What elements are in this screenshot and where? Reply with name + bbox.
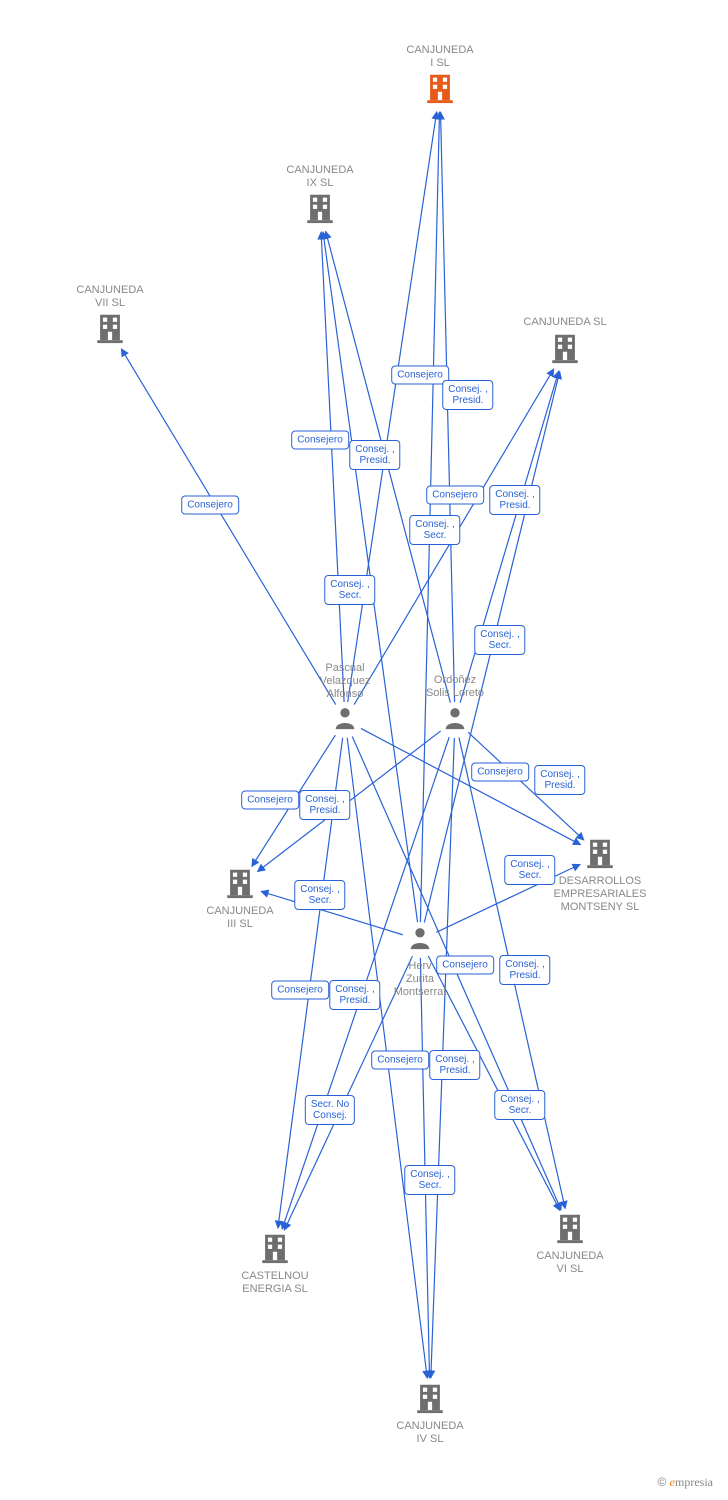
person-icon: [406, 924, 434, 957]
edge-label: Consej. ,Secr.: [494, 1090, 545, 1120]
edge-label: Consej. ,Presid.: [349, 440, 400, 470]
node-label: PascualVelazquezAlfonso: [320, 662, 371, 702]
person-icon: [331, 704, 359, 737]
edge-label: Consejero: [271, 981, 329, 1000]
edge-label: Consej. ,Secr.: [474, 625, 525, 655]
node-label: CANJUNEDAIV SL: [396, 1420, 463, 1446]
edge-label: Consej. ,Secr.: [324, 575, 375, 605]
edge-label: Consejero: [241, 791, 299, 810]
edge-label: Consej. ,Presid.: [489, 485, 540, 515]
edge-label: Consejero: [436, 956, 494, 975]
edge-label: Secr. NoConsej.: [305, 1095, 355, 1125]
node-label: DESARROLLOSEMPRESARIALESMONTSENY SL: [554, 875, 647, 915]
edge: [348, 112, 437, 702]
building-icon: [258, 1231, 292, 1270]
node-label: CANJUNEDAI SL: [406, 44, 473, 70]
building-icon: [413, 1381, 447, 1420]
node-label: CANJUNEDAVII SL: [76, 284, 143, 310]
node-label: CANJUNEDA SL: [523, 316, 606, 329]
building-icon: [553, 1211, 587, 1250]
building-icon: [223, 866, 257, 905]
edge-label: Consej. ,Presid.: [534, 765, 585, 795]
edge-label: Consej. ,Presid.: [442, 380, 493, 410]
edge-label: Consej. ,Presid.: [299, 790, 350, 820]
person-icon: [441, 704, 469, 737]
node-label: CANJUNEDAIX SL: [286, 164, 353, 190]
edge-label: Consejero: [391, 366, 449, 385]
edge-label: Consejero: [371, 1051, 429, 1070]
footer-copyright: © empresia: [657, 1475, 713, 1490]
building-icon: [303, 191, 337, 230]
edge-label: Consej. ,Presid.: [329, 980, 380, 1010]
building-icon: [93, 311, 127, 350]
node-label: OrdoñezSolis Loreto: [426, 674, 484, 700]
edge: [121, 349, 335, 705]
edge-label: Consej. ,Secr.: [404, 1165, 455, 1195]
edge-label: Consejero: [291, 431, 349, 450]
edge-layer: [0, 0, 728, 1500]
building-icon: [423, 71, 457, 110]
node-label: CANJUNEDAIII SL: [206, 905, 273, 931]
edge-label: Consejero: [426, 486, 484, 505]
building-icon: [583, 836, 617, 875]
edge-label: Consej. ,Secr.: [504, 855, 555, 885]
edge-label: Consejero: [471, 763, 529, 782]
node-label: CANJUNEDAVI SL: [536, 1250, 603, 1276]
edge-label: Consej. ,Secr.: [294, 880, 345, 910]
edge-label: Consej. ,Presid.: [499, 955, 550, 985]
edge-label: Consejero: [181, 496, 239, 515]
building-icon: [548, 331, 582, 370]
node-label: CASTELNOUENERGIA SL: [241, 1270, 308, 1296]
edge-label: Consej. ,Presid.: [429, 1050, 480, 1080]
edge-label: Consej. ,Secr.: [409, 515, 460, 545]
